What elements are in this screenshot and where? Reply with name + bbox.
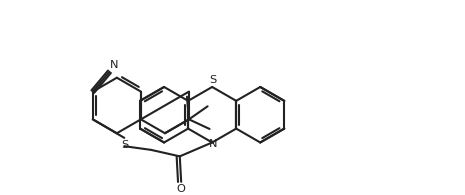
Text: S: S	[209, 74, 217, 85]
Text: N: N	[110, 60, 118, 70]
Text: O: O	[177, 184, 186, 194]
Text: S: S	[121, 140, 128, 150]
Text: N: N	[209, 139, 217, 149]
